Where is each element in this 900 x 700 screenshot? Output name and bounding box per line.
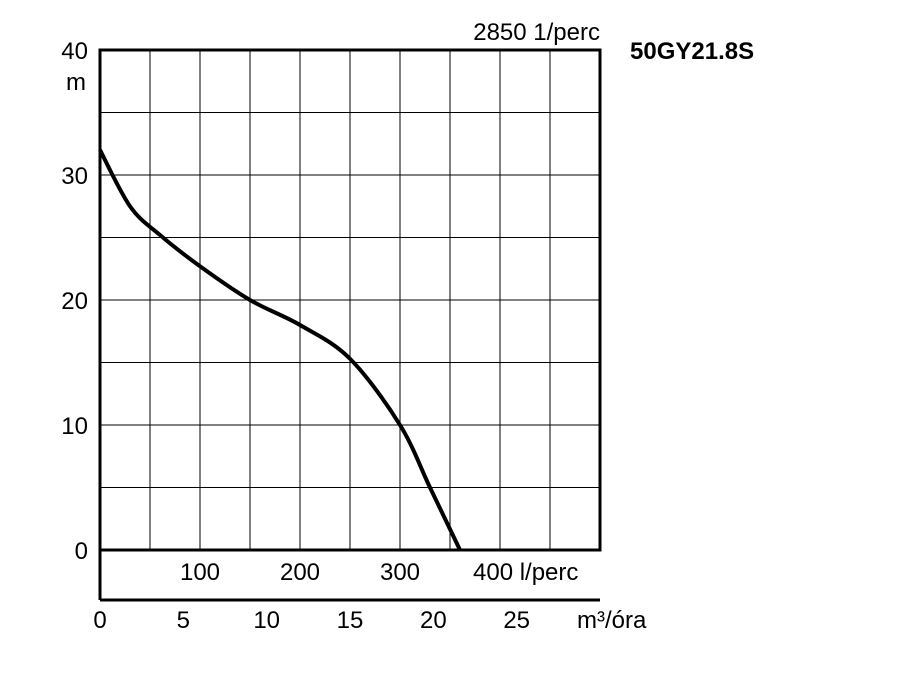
chart-subtitle: 2850 1/perc (473, 19, 600, 46)
y-axis-label: m (66, 69, 86, 96)
x-flow-hour-tick-label: 0 (93, 607, 106, 634)
y-tick-label: 0 (75, 538, 88, 565)
grid (100, 50, 600, 550)
x-axis-label: m³/óra (577, 607, 647, 634)
y-tick-label: 10 (61, 413, 88, 440)
x-flow-hour-tick-label: 20 (420, 607, 447, 634)
x-flow-min-tick-label: 200 (280, 559, 320, 586)
x-flow-hour-tick-label: 10 (253, 607, 280, 634)
x-flow-hour-tick-label: 25 (503, 607, 530, 634)
x-flow-hour-tick-label: 5 (177, 607, 190, 634)
y-tick-label: 30 (61, 163, 88, 190)
y-tick-label: 40 (61, 38, 88, 65)
x-flow-min-tick-labels: 100 200 300 400 l/perc (180, 559, 578, 586)
y-tick-labels: 0 10 20 30 40 (61, 38, 88, 565)
chart-title: 50GY21.8S (630, 38, 754, 65)
x-flow-min-tick-label: 300 (380, 559, 420, 586)
x-flow-min-tick-label: 400 l/perc (473, 559, 578, 586)
y-tick-label: 20 (61, 288, 88, 315)
series-line-head-curve (100, 150, 460, 550)
x-flow-hour-tick-labels: 0 5 10 15 20 25 (93, 607, 530, 634)
x-flow-hour-tick-label: 15 (337, 607, 364, 634)
x-flow-min-tick-label: 100 (180, 559, 220, 586)
